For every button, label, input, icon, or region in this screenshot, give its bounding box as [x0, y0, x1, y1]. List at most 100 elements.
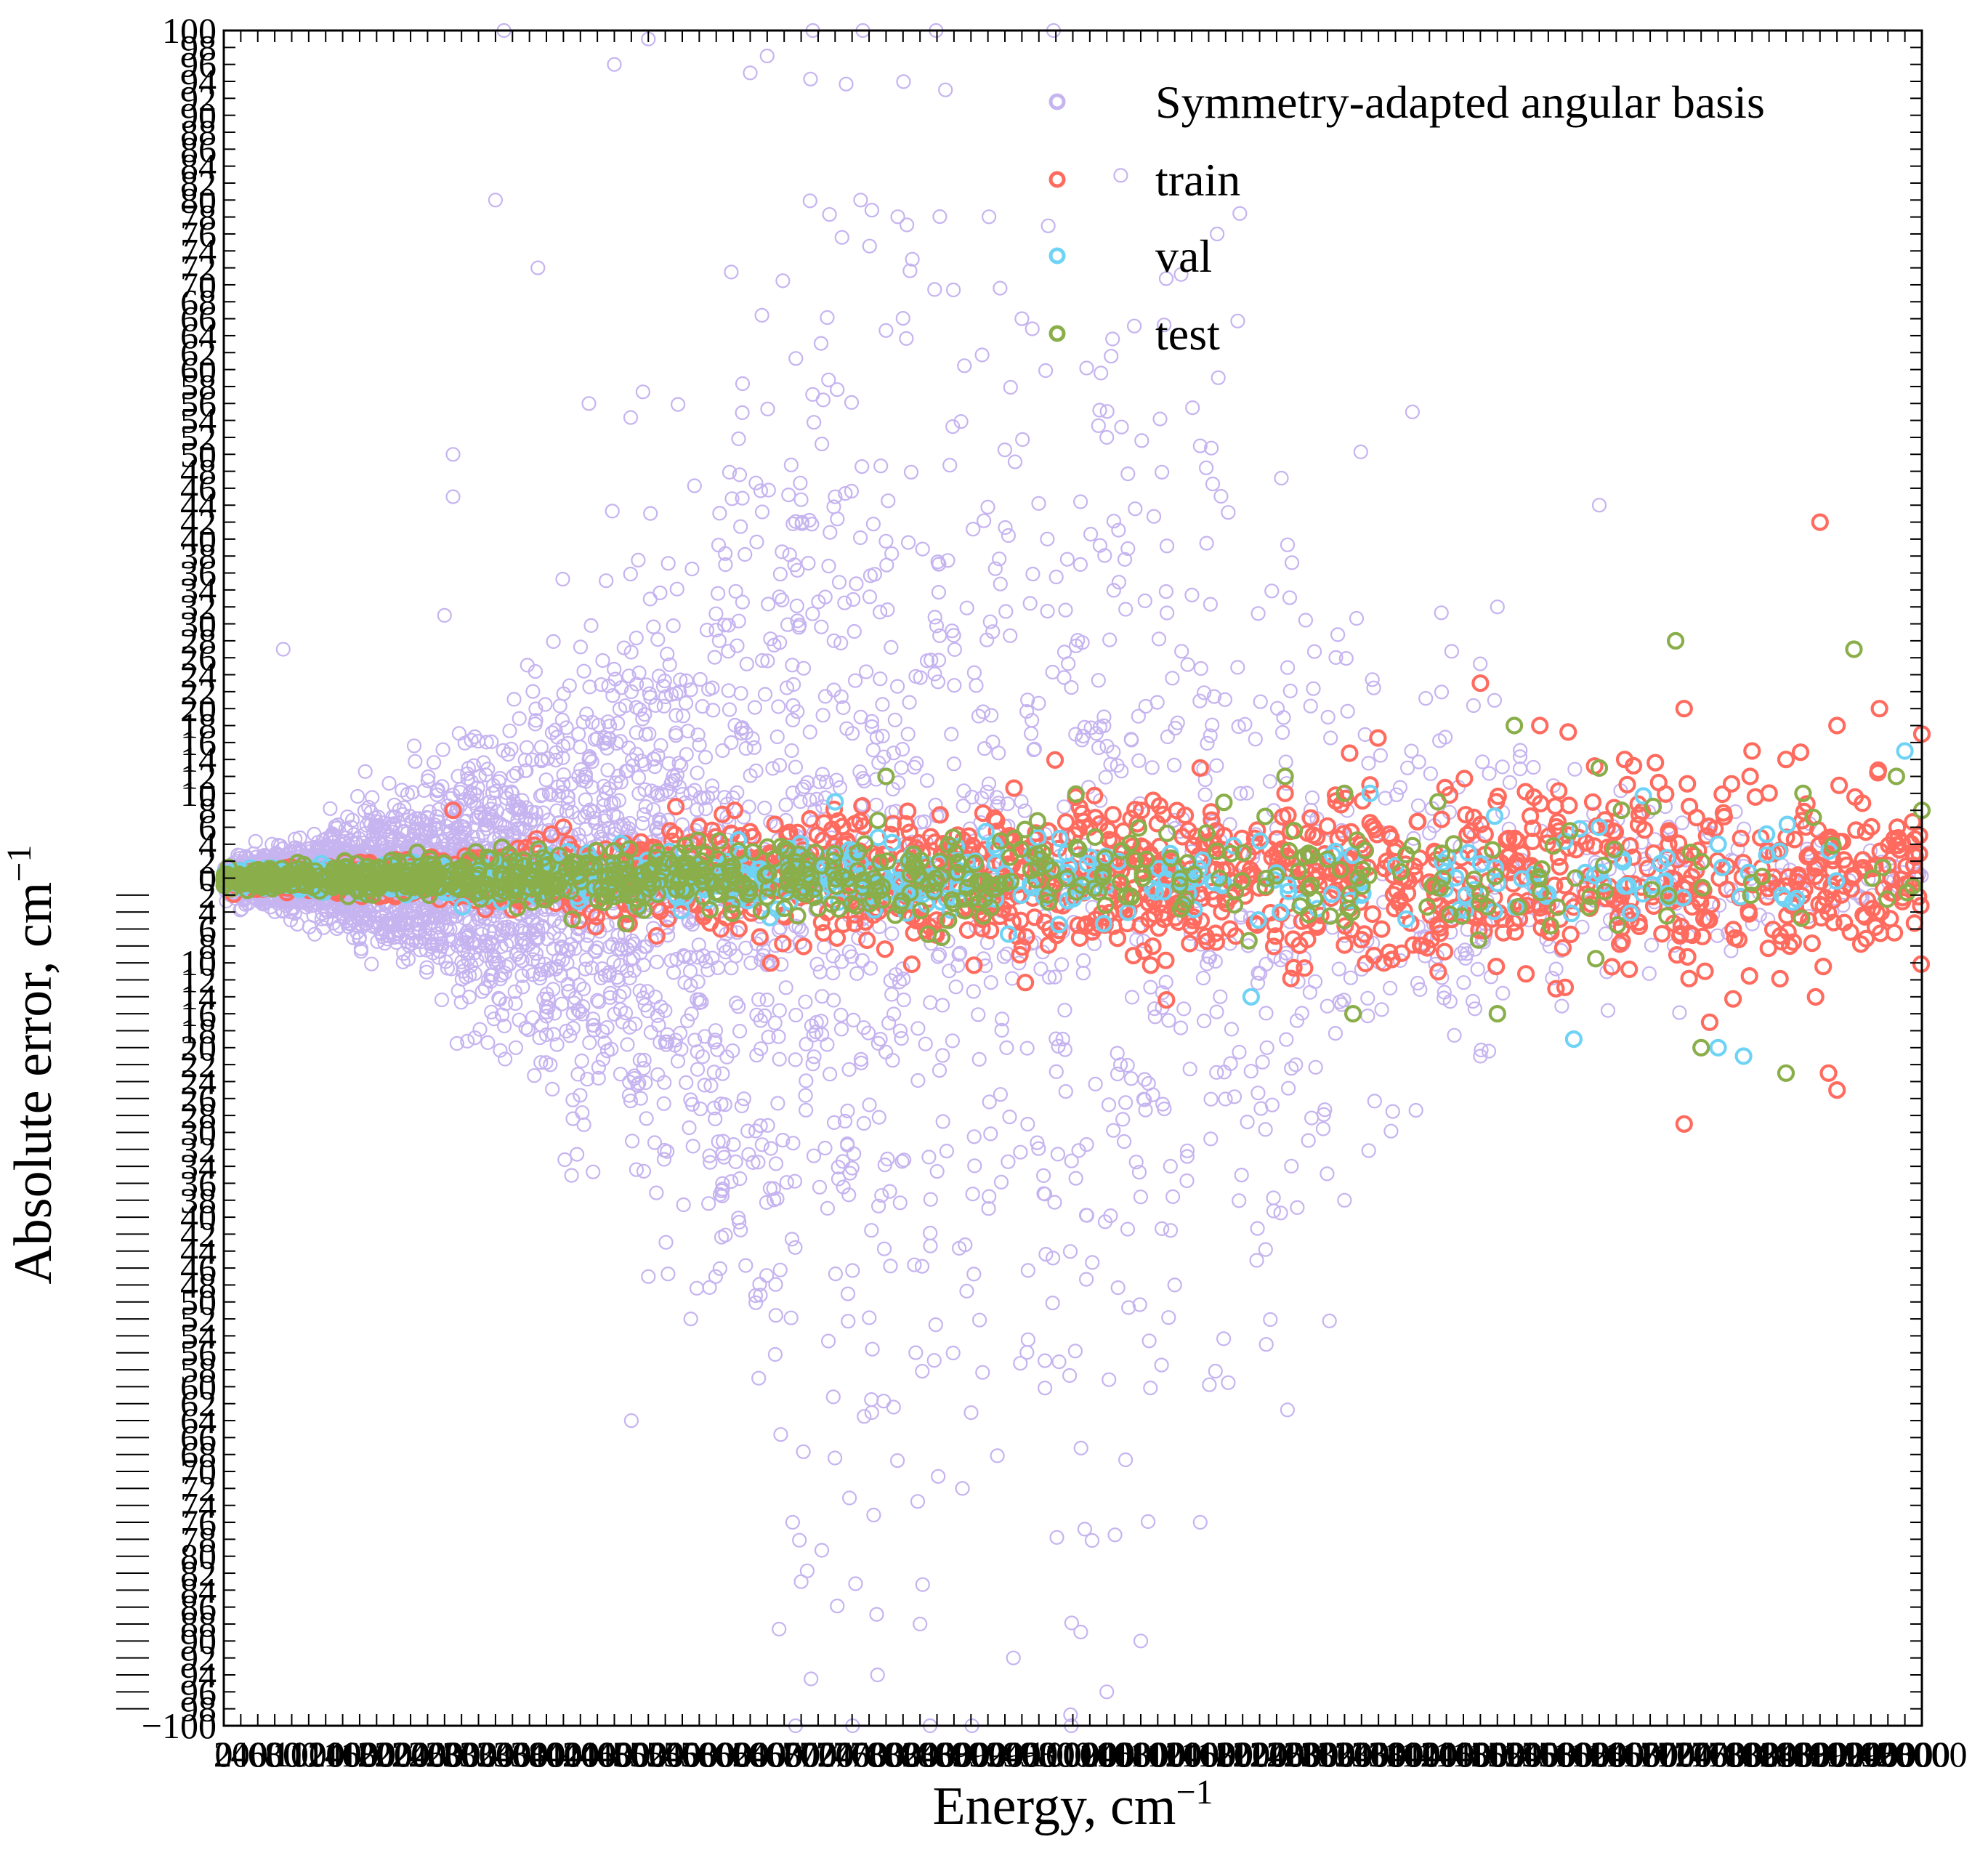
data-point: [1013, 1144, 1028, 1160]
data-point: [632, 983, 647, 998]
data-point: [1230, 660, 1245, 675]
data-point: [801, 512, 817, 528]
data-point: [514, 968, 530, 983]
data-point: [838, 485, 853, 501]
data-point: [746, 740, 762, 755]
data-point: [796, 661, 812, 676]
data-point: [894, 760, 909, 775]
data-point: [1203, 1131, 1219, 1147]
data-point: [853, 193, 868, 208]
data-point: [919, 773, 935, 788]
data-point: [666, 618, 681, 634]
data-point: [1058, 1083, 1073, 1099]
data-point: [381, 775, 397, 791]
data-point: [1159, 605, 1175, 621]
data-point: [799, 1036, 814, 1052]
data-point: [631, 552, 646, 568]
data-point: [1258, 1006, 1274, 1021]
data-point: [844, 1160, 860, 1176]
data-point: [1152, 411, 1168, 427]
data-point: [1099, 404, 1115, 419]
data-point: [999, 1040, 1014, 1056]
data-point: [881, 493, 896, 509]
data-point: [910, 1073, 926, 1088]
data-point: [857, 1409, 872, 1424]
data-point: [695, 698, 710, 714]
data-point: [778, 980, 793, 995]
data-point: [908, 669, 924, 684]
data-point: [1064, 1153, 1079, 1168]
data-point: [631, 1075, 647, 1091]
data-point: [1385, 1104, 1400, 1119]
data-point: [643, 1025, 659, 1041]
data-point: [1259, 1040, 1274, 1055]
data-point: [1003, 379, 1018, 395]
data-point: [783, 1310, 799, 1325]
data-point: [638, 1075, 653, 1091]
data-point: [1280, 1402, 1296, 1418]
data-point: [931, 1469, 946, 1484]
data-point: [927, 610, 942, 625]
data-point: [1253, 694, 1268, 709]
data-point: [685, 1139, 700, 1154]
data-point: [886, 1399, 901, 1415]
data-point: [695, 1049, 711, 1065]
data-point: [722, 702, 738, 717]
data-point: [632, 1052, 647, 1068]
data-point: [883, 1259, 898, 1274]
data-point: [1223, 1056, 1238, 1071]
data-point: [571, 726, 586, 742]
data-point: [735, 376, 751, 392]
data-point: [1193, 661, 1208, 676]
data-point: [427, 817, 443, 833]
data-point: [574, 1053, 589, 1069]
data-point: [1170, 715, 1185, 730]
data-point: [1481, 1043, 1497, 1059]
data-point: [903, 464, 919, 480]
data-point: [1280, 1081, 1296, 1096]
data-point: [771, 1029, 786, 1044]
data-point: [1037, 1381, 1053, 1396]
data-point: [718, 557, 733, 573]
data-point: [1803, 934, 1821, 953]
data-point: [586, 1164, 601, 1179]
data-point: [1273, 1205, 1288, 1221]
data-point: [812, 1179, 828, 1195]
data-point: [624, 1134, 640, 1149]
data-point: [1301, 1133, 1316, 1148]
data-point: [643, 506, 658, 521]
data-point: [564, 1168, 579, 1183]
data-point: [370, 934, 385, 949]
data-point: [837, 1113, 853, 1129]
data-point: [772, 1262, 788, 1277]
data-point: [1064, 679, 1079, 695]
data-point: [975, 704, 991, 719]
data-point: [867, 567, 882, 582]
data-point: [1137, 593, 1152, 609]
data-point: [1847, 821, 1865, 839]
data-point: [873, 459, 889, 474]
data-point: [1208, 1363, 1223, 1379]
data-point: [984, 708, 999, 723]
data-point: [1262, 774, 1277, 789]
data-point: [1487, 957, 1506, 976]
data-point: [831, 575, 847, 590]
data-point: [1141, 1075, 1156, 1091]
data-point: [957, 358, 972, 373]
data-point: [679, 1075, 694, 1091]
data-point: [826, 682, 841, 698]
data-point: [1142, 1333, 1157, 1349]
data-point: [1094, 365, 1109, 381]
data-point: [650, 631, 666, 647]
data-point: [565, 1006, 581, 1022]
data-point: [1161, 1013, 1176, 1028]
data-point: [1079, 1136, 1094, 1152]
data-point: [946, 628, 961, 643]
data-point: [650, 748, 666, 763]
data-point: [508, 1040, 524, 1055]
data-point: [549, 1037, 565, 1052]
data-point: [573, 639, 589, 655]
data-point: [1328, 1025, 1343, 1041]
data-point: [849, 966, 865, 981]
data-point: [983, 974, 998, 990]
